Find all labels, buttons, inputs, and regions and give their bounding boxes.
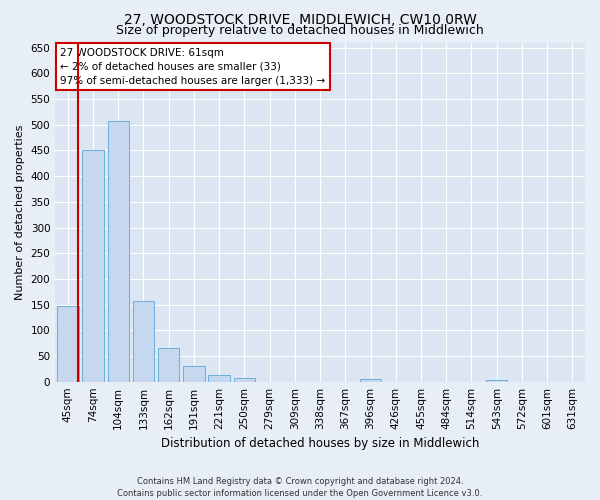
Bar [233,378,255,382]
Bar [133,301,154,382]
Bar [82,150,104,382]
Bar [183,366,205,382]
Bar [486,380,508,382]
Bar [57,306,79,382]
Bar [208,375,230,382]
Bar [107,121,129,382]
Text: 27 WOODSTOCK DRIVE: 61sqm
← 2% of detached houses are smaller (33)
97% of semi-d: 27 WOODSTOCK DRIVE: 61sqm ← 2% of detach… [61,48,326,86]
X-axis label: Distribution of detached houses by size in Middlewich: Distribution of detached houses by size … [161,437,479,450]
Text: 27, WOODSTOCK DRIVE, MIDDLEWICH, CW10 0RW: 27, WOODSTOCK DRIVE, MIDDLEWICH, CW10 0R… [124,12,476,26]
Text: Contains HM Land Registry data © Crown copyright and database right 2024.
Contai: Contains HM Land Registry data © Crown c… [118,476,482,498]
Bar [158,348,179,382]
Y-axis label: Number of detached properties: Number of detached properties [15,124,25,300]
Text: Size of property relative to detached houses in Middlewich: Size of property relative to detached ho… [116,24,484,37]
Bar [360,379,381,382]
